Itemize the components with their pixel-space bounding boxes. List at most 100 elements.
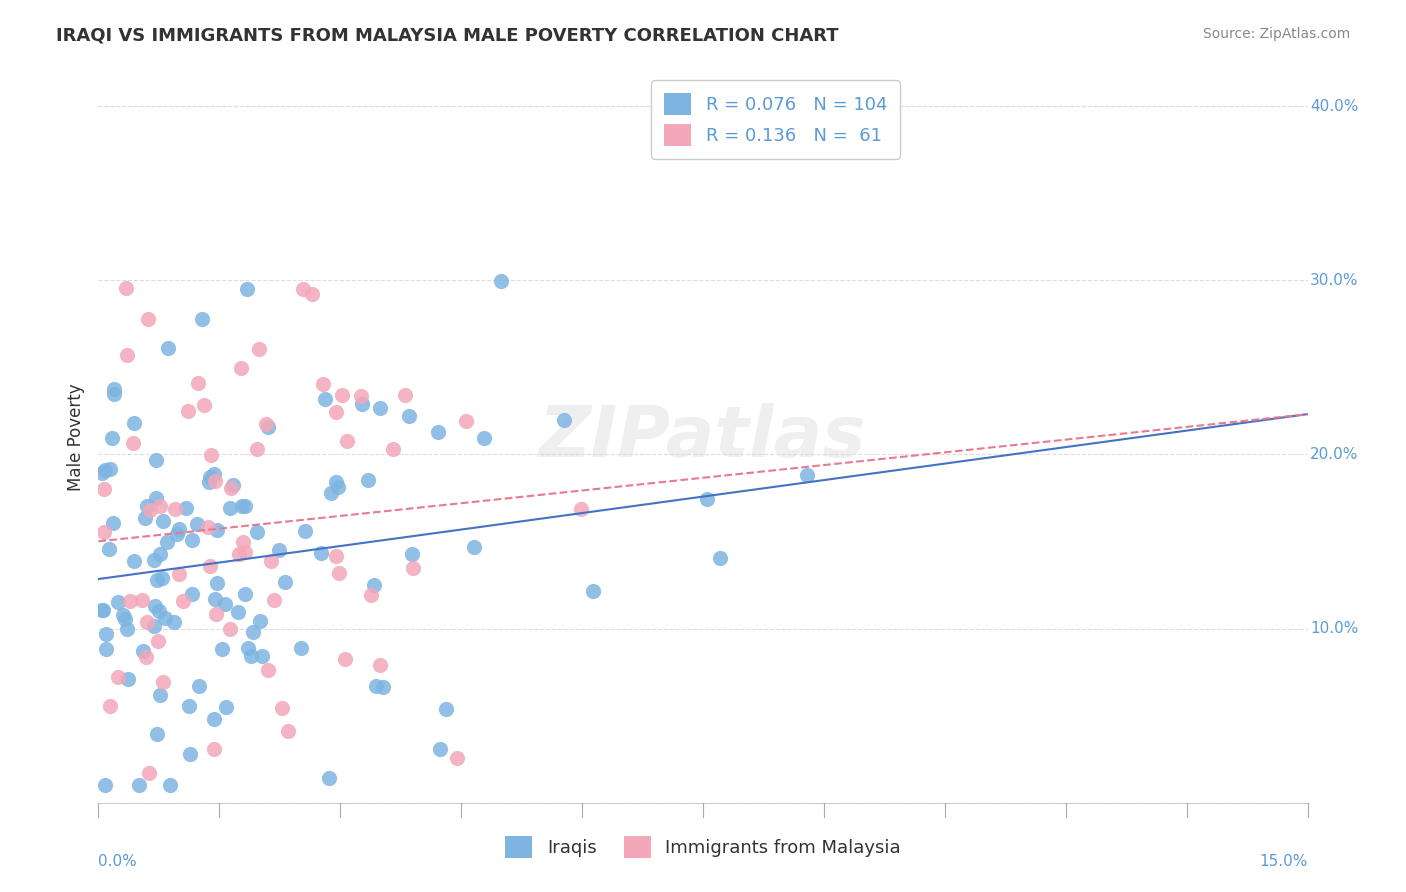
- Point: [112, 607, 135, 622]
- Point: [103, 386, 125, 401]
- Point: [152, 674, 174, 689]
- Point: [363, 578, 385, 592]
- Point: [177, 699, 200, 714]
- Point: [401, 547, 423, 561]
- Point: [312, 376, 335, 391]
- Text: 20.0%: 20.0%: [1310, 447, 1358, 462]
- Point: [143, 553, 166, 567]
- Point: [167, 522, 190, 536]
- Point: [191, 312, 214, 326]
- Point: [336, 434, 359, 448]
- Point: [325, 549, 347, 563]
- Point: [145, 726, 167, 740]
- Point: [132, 643, 155, 657]
- Point: [115, 281, 138, 295]
- Point: [242, 624, 264, 639]
- Text: IRAQI VS IMMIGRANTS FROM MALAYSIA MALE POVERTY CORRELATION CHART: IRAQI VS IMMIGRANTS FROM MALAYSIA MALE P…: [56, 27, 839, 45]
- Point: [143, 599, 166, 613]
- Point: [91, 466, 114, 480]
- Point: [117, 672, 139, 686]
- Point: [370, 401, 392, 415]
- Point: [240, 649, 263, 664]
- Point: [582, 584, 605, 599]
- Point: [187, 376, 209, 391]
- Point: [398, 409, 420, 423]
- Point: [149, 547, 172, 561]
- Text: 10.0%: 10.0%: [1310, 621, 1358, 636]
- Point: [155, 611, 177, 625]
- Point: [446, 751, 468, 765]
- Point: [145, 491, 167, 505]
- Point: [122, 435, 145, 450]
- Point: [94, 778, 117, 792]
- Point: [205, 607, 228, 622]
- Point: [257, 419, 280, 434]
- Text: 40.0%: 40.0%: [1310, 99, 1358, 113]
- Point: [569, 501, 592, 516]
- Point: [402, 560, 425, 574]
- Point: [186, 516, 208, 531]
- Point: [233, 499, 256, 513]
- Point: [350, 389, 373, 403]
- Point: [231, 499, 253, 513]
- Point: [364, 680, 387, 694]
- Point: [250, 648, 273, 663]
- Point: [294, 524, 316, 538]
- Point: [463, 540, 485, 554]
- Point: [235, 282, 257, 296]
- Point: [382, 442, 405, 456]
- Point: [205, 576, 228, 591]
- Point: [429, 741, 451, 756]
- Point: [135, 615, 157, 629]
- Point: [270, 700, 292, 714]
- Point: [218, 622, 240, 636]
- Point: [128, 778, 150, 792]
- Point: [489, 274, 512, 288]
- Point: [257, 663, 280, 677]
- Point: [94, 627, 117, 641]
- Point: [150, 571, 173, 585]
- Point: [138, 502, 160, 516]
- Point: [318, 771, 340, 785]
- Point: [163, 615, 186, 629]
- Point: [94, 463, 117, 477]
- Point: [101, 432, 124, 446]
- Legend: R = 0.076   N = 104, R = 0.136   N =  61: R = 0.076 N = 104, R = 0.136 N = 61: [651, 80, 900, 159]
- Point: [98, 462, 121, 476]
- Point: [371, 680, 394, 694]
- Point: [325, 405, 347, 419]
- Point: [274, 574, 297, 589]
- Point: [254, 417, 277, 431]
- Point: [231, 361, 253, 376]
- Point: [159, 778, 181, 792]
- Point: [301, 287, 323, 301]
- Point: [174, 500, 197, 515]
- Point: [314, 392, 336, 407]
- Legend: Iraqis, Immigrants from Malaysia: Iraqis, Immigrants from Malaysia: [498, 829, 908, 865]
- Point: [120, 594, 142, 608]
- Point: [360, 588, 382, 602]
- Point: [260, 554, 283, 568]
- Point: [696, 492, 718, 507]
- Point: [177, 404, 200, 418]
- Point: [122, 417, 145, 431]
- Point: [290, 640, 312, 655]
- Point: [197, 520, 219, 534]
- Point: [107, 594, 129, 608]
- Point: [169, 567, 191, 582]
- Point: [165, 502, 187, 516]
- Point: [235, 544, 257, 558]
- Point: [221, 481, 243, 495]
- Point: [136, 311, 159, 326]
- Point: [131, 592, 153, 607]
- Point: [122, 554, 145, 568]
- Point: [107, 670, 129, 684]
- Point: [91, 603, 114, 617]
- Point: [138, 766, 160, 780]
- Point: [330, 388, 353, 402]
- Point: [219, 501, 242, 516]
- Point: [796, 468, 818, 483]
- Point: [98, 541, 121, 556]
- Point: [277, 724, 299, 739]
- Point: [200, 448, 222, 462]
